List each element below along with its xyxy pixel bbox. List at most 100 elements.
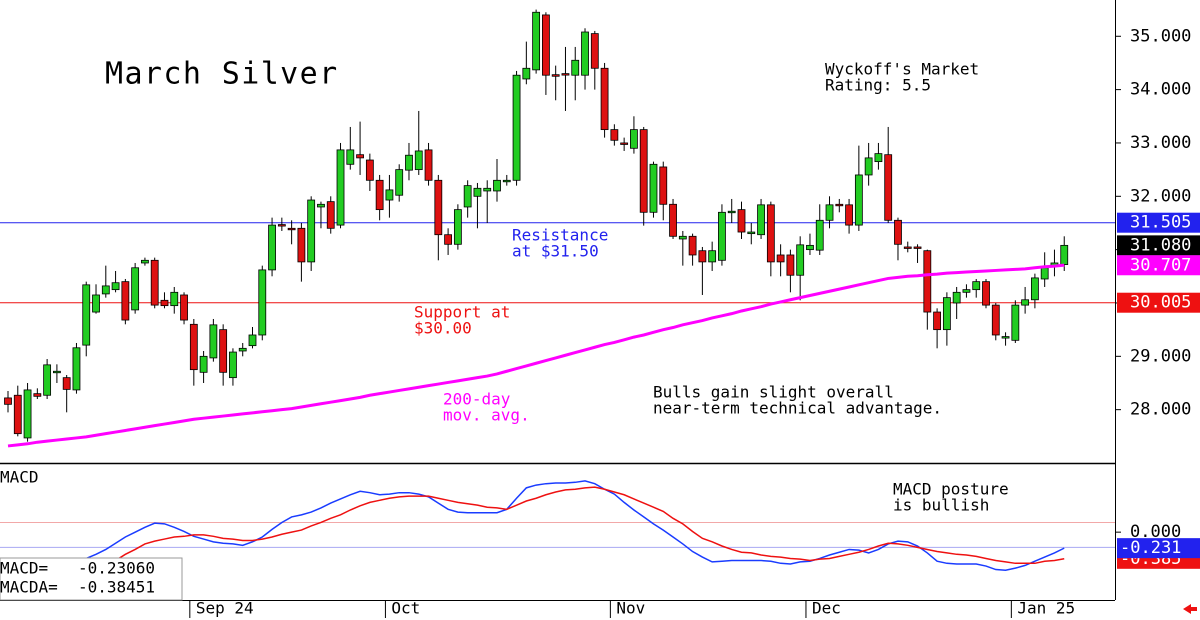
level-box (1117, 538, 1200, 559)
candle-body (708, 250, 717, 263)
level-label: 31.505 (1130, 213, 1191, 233)
candle-body (835, 203, 844, 207)
candle-body (1060, 244, 1069, 265)
candle-body (365, 159, 374, 181)
annotation: near-term technical advantage. (653, 399, 942, 418)
x-tick-label: Sep 24 (196, 599, 254, 618)
candle-body (972, 281, 981, 291)
candle-body (796, 244, 805, 276)
candle-body (82, 284, 91, 346)
candle-body (669, 203, 677, 237)
y-tick-label: 29.000 (1130, 346, 1191, 366)
candle-body (561, 73, 570, 76)
candle-body (649, 163, 658, 213)
candle-body (884, 154, 893, 221)
candle-body (806, 244, 814, 251)
candle-body (307, 199, 316, 263)
candle-body (522, 67, 531, 80)
annotation: is bullish (893, 496, 989, 515)
candle-body (1021, 299, 1030, 306)
candle-body (747, 231, 756, 235)
candle-body (4, 397, 12, 405)
candle-body (542, 14, 550, 76)
candle-body (473, 187, 482, 197)
candle-body (238, 347, 247, 352)
candle-body (688, 235, 697, 256)
candle-body (864, 157, 873, 176)
candle-body (258, 269, 267, 336)
level-box (1117, 292, 1200, 313)
candle-body (356, 154, 364, 159)
candle-body (199, 355, 208, 373)
candle-body (92, 294, 100, 313)
candle-body (160, 299, 169, 307)
candle-body (630, 129, 638, 149)
annotation: Support at (414, 303, 510, 322)
candle-body (209, 324, 218, 359)
level-box (1117, 235, 1200, 256)
candle-body (845, 204, 853, 226)
candle-body (268, 224, 276, 271)
candle-body (620, 142, 629, 145)
candle-body (395, 169, 404, 196)
candle-body (776, 254, 785, 263)
readout-label: MACDA= (0, 578, 58, 597)
candle-body (131, 267, 140, 311)
level-label: 30.005 (1130, 293, 1191, 313)
candle-body (952, 291, 961, 304)
candle-body (170, 291, 179, 307)
candle-body (385, 189, 394, 201)
candle-body (581, 31, 589, 76)
annotation: Bulls gain slight overall (653, 383, 894, 402)
candle-body (424, 149, 433, 181)
candle-body (659, 166, 668, 205)
candle-body (375, 179, 384, 211)
chart-title: March Silver (105, 57, 339, 92)
candle-body (219, 329, 228, 373)
candle-body (23, 389, 32, 439)
candle-body (874, 153, 883, 163)
candle-body (512, 74, 521, 181)
candle-body (737, 209, 746, 233)
x-tick-label: Dec (812, 599, 841, 618)
candle-body (326, 201, 335, 229)
candle-body (551, 74, 560, 77)
candle-body (189, 323, 198, 371)
macd-line (7, 486, 1065, 596)
candle-body (962, 289, 971, 293)
annotation: Wyckoff's Market (825, 60, 979, 79)
candle-body (493, 179, 501, 192)
candle-body (913, 246, 922, 249)
scroll-arrow[interactable] (1183, 604, 1197, 614)
candle-body (502, 179, 511, 183)
candle-body (991, 304, 1000, 336)
candle-body (982, 281, 990, 306)
candle-body (317, 203, 325, 208)
annotation: at $31.50 (512, 242, 599, 261)
candle-body (53, 370, 61, 374)
annotation: 200-day (443, 390, 511, 409)
candle-body (766, 204, 775, 263)
readout-label: MACD= (0, 559, 48, 578)
readout-value: -0.23060 (78, 559, 155, 578)
annotation: Rating: 5.5 (825, 76, 931, 95)
y-tick-label: 0.000 (1130, 522, 1181, 542)
candle-body (1040, 267, 1049, 280)
candle-body (33, 393, 42, 397)
candle-body (346, 149, 355, 165)
readout-box (0, 557, 183, 601)
candle-body (786, 254, 795, 276)
candle-body (444, 234, 453, 245)
candle-body (287, 227, 296, 231)
y-tick-label: 33.000 (1130, 133, 1191, 153)
level-label: 31.080 (1130, 235, 1191, 255)
candle-body (757, 204, 765, 236)
annotation: mov. avg. (443, 406, 530, 425)
candle-body (923, 250, 932, 313)
annotation: Resistance (512, 226, 608, 245)
y-tick-label: 28.000 (1130, 400, 1191, 420)
candle-body (180, 294, 188, 321)
candle-body (150, 259, 159, 306)
x-tick-label: Oct (391, 599, 420, 618)
